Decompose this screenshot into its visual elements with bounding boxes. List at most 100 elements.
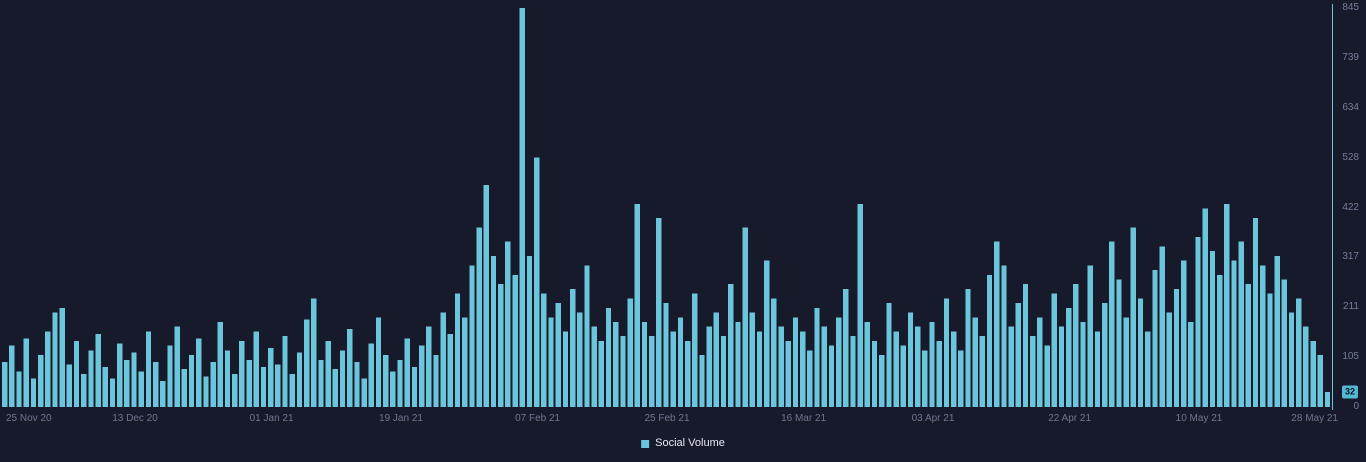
bar[interactable] bbox=[52, 312, 58, 407]
bar[interactable] bbox=[814, 307, 820, 407]
bar[interactable] bbox=[433, 355, 439, 407]
bar[interactable] bbox=[1030, 336, 1036, 407]
bar[interactable] bbox=[23, 338, 29, 407]
bar[interactable] bbox=[210, 362, 216, 407]
bar[interactable] bbox=[1173, 288, 1180, 407]
bar[interactable] bbox=[1209, 251, 1216, 407]
bar[interactable] bbox=[289, 373, 295, 407]
bar[interactable] bbox=[1101, 303, 1108, 407]
bar[interactable] bbox=[807, 350, 813, 407]
bar[interactable] bbox=[332, 369, 339, 407]
bar[interactable] bbox=[1216, 274, 1223, 407]
bar[interactable] bbox=[282, 336, 288, 407]
bar[interactable] bbox=[1008, 326, 1014, 407]
bar[interactable] bbox=[569, 288, 576, 407]
bar[interactable] bbox=[706, 326, 712, 407]
bar[interactable] bbox=[296, 352, 303, 407]
bar[interactable] bbox=[541, 293, 547, 407]
bar[interactable] bbox=[526, 255, 533, 407]
bar[interactable] bbox=[325, 340, 331, 407]
bar[interactable] bbox=[699, 355, 705, 407]
bar[interactable] bbox=[800, 331, 806, 407]
bar[interactable] bbox=[950, 331, 957, 407]
bar[interactable] bbox=[577, 312, 583, 407]
bar[interactable] bbox=[958, 350, 964, 407]
bar[interactable] bbox=[1130, 227, 1137, 407]
bar[interactable] bbox=[1288, 312, 1295, 407]
bar[interactable] bbox=[469, 265, 475, 407]
bar[interactable] bbox=[88, 350, 94, 407]
bar[interactable] bbox=[1152, 270, 1158, 407]
bar[interactable] bbox=[2, 362, 8, 407]
bar[interactable] bbox=[1066, 307, 1072, 407]
bar[interactable] bbox=[1051, 293, 1057, 407]
bar[interactable] bbox=[368, 343, 374, 407]
bar[interactable] bbox=[1317, 355, 1323, 407]
bar[interactable] bbox=[1231, 260, 1237, 407]
bar[interactable] bbox=[217, 322, 223, 407]
bar[interactable] bbox=[117, 343, 123, 407]
bar[interactable] bbox=[684, 340, 691, 407]
bar[interactable] bbox=[37, 355, 44, 407]
bar[interactable] bbox=[534, 157, 540, 407]
bar[interactable] bbox=[735, 322, 741, 407]
bar[interactable] bbox=[1145, 331, 1151, 407]
bar[interactable] bbox=[145, 331, 152, 407]
bar[interactable] bbox=[203, 376, 209, 407]
bar[interactable] bbox=[879, 355, 885, 407]
bar[interactable] bbox=[656, 218, 662, 407]
bar[interactable] bbox=[771, 298, 777, 407]
bar[interactable] bbox=[994, 241, 1000, 407]
bar[interactable] bbox=[900, 345, 906, 407]
bar[interactable] bbox=[598, 340, 605, 407]
bar[interactable] bbox=[728, 284, 734, 407]
bar[interactable] bbox=[253, 331, 259, 407]
bar[interactable] bbox=[1116, 279, 1122, 407]
bar[interactable] bbox=[742, 227, 748, 407]
bar[interactable] bbox=[454, 293, 461, 407]
bar[interactable] bbox=[347, 329, 353, 407]
bar[interactable] bbox=[605, 307, 612, 407]
bar[interactable] bbox=[828, 345, 835, 407]
bar[interactable] bbox=[1022, 284, 1029, 407]
bar[interactable] bbox=[354, 362, 360, 407]
bar[interactable] bbox=[339, 350, 346, 407]
bar[interactable] bbox=[1037, 317, 1043, 407]
bar[interactable] bbox=[440, 312, 446, 407]
bar[interactable] bbox=[311, 298, 317, 407]
bar[interactable] bbox=[95, 333, 101, 407]
bar[interactable] bbox=[102, 366, 108, 407]
bar[interactable] bbox=[476, 227, 482, 407]
bar[interactable] bbox=[756, 331, 763, 407]
bar[interactable] bbox=[246, 359, 252, 407]
bar[interactable] bbox=[720, 336, 727, 407]
bar[interactable] bbox=[1296, 298, 1302, 407]
bar[interactable] bbox=[303, 319, 310, 407]
bar[interactable] bbox=[160, 381, 166, 407]
bar[interactable] bbox=[505, 241, 511, 407]
bar[interactable] bbox=[986, 274, 993, 407]
bar[interactable] bbox=[1073, 284, 1079, 407]
bar[interactable] bbox=[1260, 265, 1266, 407]
bar[interactable] bbox=[749, 312, 755, 407]
bar[interactable] bbox=[835, 317, 842, 407]
bar[interactable] bbox=[1310, 340, 1316, 407]
bar[interactable] bbox=[30, 378, 37, 407]
bar[interactable] bbox=[188, 355, 195, 407]
bar[interactable] bbox=[268, 347, 274, 407]
bar[interactable] bbox=[131, 352, 137, 407]
bar[interactable] bbox=[490, 255, 497, 407]
bar[interactable] bbox=[584, 265, 590, 407]
bar[interactable] bbox=[1166, 312, 1172, 407]
bar[interactable] bbox=[109, 378, 116, 407]
bar[interactable] bbox=[936, 340, 942, 407]
bar[interactable] bbox=[404, 338, 410, 407]
bar[interactable] bbox=[383, 355, 389, 407]
bar[interactable] bbox=[1044, 345, 1050, 407]
bar[interactable] bbox=[1181, 260, 1187, 407]
legend-item-social-volume[interactable]: Social Volume bbox=[641, 438, 725, 449]
bar[interactable] bbox=[778, 326, 784, 407]
bar[interactable] bbox=[390, 371, 396, 407]
bar[interactable] bbox=[649, 336, 655, 407]
